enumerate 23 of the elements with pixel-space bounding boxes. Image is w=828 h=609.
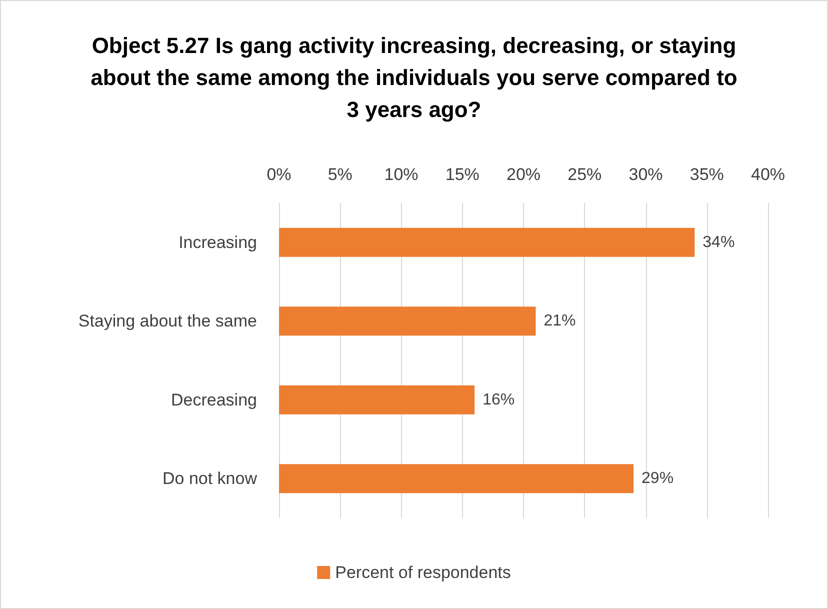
x-tick-label: 10% bbox=[384, 165, 418, 184]
x-tick-label: 25% bbox=[568, 165, 602, 184]
bar bbox=[279, 464, 634, 494]
x-tick-label: 5% bbox=[328, 165, 352, 184]
data-label: 29% bbox=[642, 470, 674, 488]
x-tick-label: 40% bbox=[750, 165, 786, 184]
data-label: 16% bbox=[482, 391, 515, 408]
bar bbox=[279, 228, 695, 257]
y-tick-label: Decreasing bbox=[171, 390, 257, 410]
bar bbox=[279, 306, 536, 336]
x-tick-label: 0% bbox=[266, 165, 292, 184]
legend-label: Percent of respondents bbox=[335, 563, 511, 582]
x-tick-label: 15% bbox=[445, 165, 480, 184]
bar bbox=[279, 385, 475, 414]
data-label: 34% bbox=[702, 234, 735, 251]
y-tick-label: Staying about the same bbox=[78, 312, 257, 331]
y-tick-label: Do not know bbox=[162, 469, 258, 488]
x-tick-label: 20% bbox=[506, 165, 541, 184]
x-tick-label: 30% bbox=[628, 165, 663, 184]
data-label: 21% bbox=[544, 312, 576, 330]
x-tick-label: 35% bbox=[690, 165, 724, 184]
y-tick-label: Increasing bbox=[178, 232, 257, 252]
chart-title: Object 5.27 Is gang activity increasing, decreasing, or staying about the same among the individuals you serve compared to 3 years ago? bbox=[90, 32, 738, 124]
